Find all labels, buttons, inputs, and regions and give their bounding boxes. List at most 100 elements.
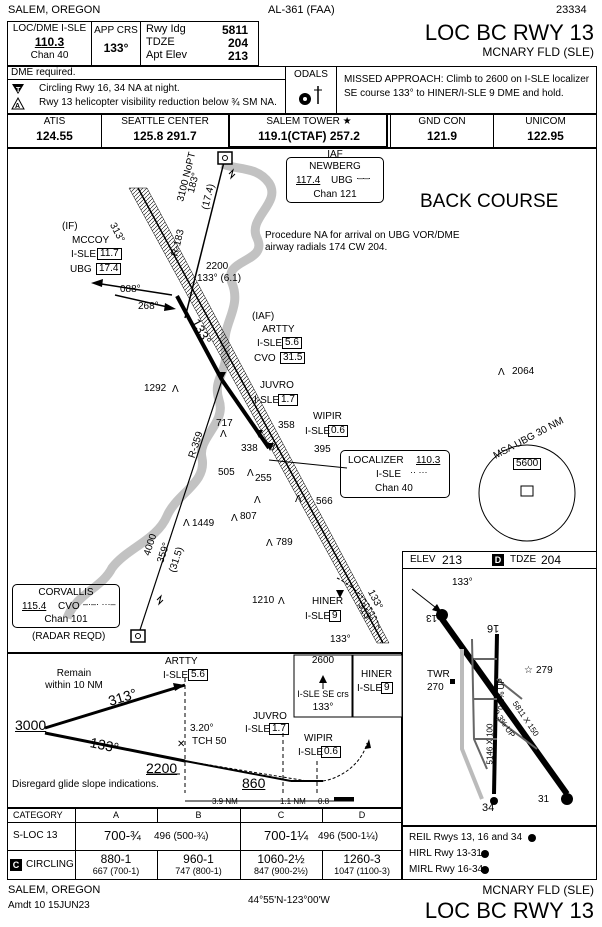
- loc-course-line: [137, 187, 384, 644]
- svg-text:Λ: Λ: [183, 518, 190, 529]
- note-1: Circling Rwy 16, 34 NA at night.: [39, 83, 180, 94]
- wipir-name: WIPIR: [313, 411, 342, 422]
- sketch-box-letter: D: [492, 554, 504, 566]
- wipir-isle-label: I-SLE: [305, 426, 331, 437]
- newberg-vortac-icon: [217, 151, 233, 165]
- corvallis-vortac-icon: [130, 629, 146, 643]
- min-sloc-ab: 700-¾: [104, 828, 141, 843]
- spot-807: 807: [240, 511, 257, 522]
- tdze-value: 204: [228, 36, 249, 50]
- svg-text:Λ: Λ: [247, 468, 254, 479]
- newberg-box: [286, 157, 384, 203]
- lighting-notes: [402, 826, 597, 880]
- plan-crs-088: 088°: [120, 284, 141, 295]
- sloc-cd-cell: [241, 823, 401, 850]
- plan-view-graphics: Λ Λ Λ Λ Λ Λ Λ Λ Λ Λ Λ: [62, 151, 576, 644]
- corvallis-freq: 115.4: [22, 601, 47, 612]
- missed-approach-text: MISSED APPROACH: Climb to 2600 on I-SLE …: [344, 74, 590, 99]
- tower-box: [228, 113, 388, 148]
- svg-text:Λ: Λ: [278, 596, 285, 607]
- localizer-freq: 110.3: [416, 455, 441, 466]
- comm-tower-label: SALEM TOWER ★: [266, 116, 352, 127]
- artty-tag: (IAF): [252, 311, 275, 322]
- min-circ-c-sub: 847 (900-2½): [253, 866, 309, 876]
- spot-717: 717: [216, 418, 233, 429]
- app-crs: 133°: [103, 41, 129, 55]
- apt-elev-label: Apt Elev: [146, 49, 187, 61]
- newberg-tag: IAF: [327, 149, 343, 160]
- sketch-elev: 213: [442, 553, 463, 567]
- svg-text:Λ: Λ: [266, 538, 273, 549]
- footer-city: SALEM, OREGON: [8, 884, 101, 896]
- mccoy-ubg-label: UBG: [70, 264, 92, 275]
- apt-elev: 213: [228, 49, 249, 63]
- juvro-isle-label: I-SLE: [254, 395, 280, 406]
- profile-graphics: ✕: [44, 654, 402, 802]
- comm-gnd-label: GND CON: [418, 116, 466, 127]
- rwy-ldg-label: Rwy Idg: [146, 23, 186, 35]
- loc-freq: 110.3: [34, 35, 65, 49]
- spot-358: 358: [278, 420, 295, 431]
- lighting-icons: [481, 834, 536, 874]
- mccoy-isle-dme: 11.7: [97, 248, 122, 260]
- plan-crs-268: 268°: [138, 301, 159, 312]
- svg-text:Λ: Λ: [172, 384, 179, 395]
- header-proc-number: 23334: [556, 4, 587, 16]
- comm-atis-value: 124.55: [36, 129, 73, 143]
- svg-text:Λ: Λ: [498, 367, 505, 378]
- min-header-category: CATEGORY: [13, 810, 63, 820]
- initial-segment: [175, 295, 224, 381]
- svg-text:Λ: Λ: [295, 494, 302, 505]
- runway-16-34: [492, 633, 499, 795]
- sketch-rwy-13: 13: [426, 612, 438, 623]
- corvallis-chan: Chan 101: [44, 614, 88, 625]
- header-airport: MCNARY FLD (SLE): [482, 45, 594, 59]
- mccoy-tag: (IF): [62, 221, 78, 232]
- footer-airport: MCNARY FLD (SLE): [482, 883, 594, 897]
- back-course-label: BACK COURSE: [420, 191, 559, 212]
- min-circ-d-sub: 1047 (1100-3): [334, 866, 390, 876]
- sketch-rwy-34: 34: [482, 802, 495, 814]
- profile-juvro-label: I-SLE: [245, 724, 271, 735]
- min-circ-a-sub: 667 (700-1): [92, 866, 140, 876]
- profile-miss-crs: 133°: [312, 702, 334, 713]
- artty-cvo-label: CVO: [254, 353, 276, 364]
- odals-icon: [299, 86, 322, 105]
- plan-alt-2200: 2200: [206, 261, 229, 272]
- profile-wipir-name: WIPIR: [304, 733, 333, 744]
- spot-1449: 1449: [192, 518, 215, 529]
- msa-alt: 5600: [513, 458, 542, 470]
- corvallis-note: (RADAR REQD): [32, 631, 106, 642]
- odals-label: ODALS: [294, 69, 328, 80]
- min-circ-b-sub: 747 (800-1): [175, 866, 222, 876]
- profile-hiner-label: I-SLE: [357, 683, 383, 694]
- localizer-feather: [128, 187, 390, 644]
- profile-mda: 860: [242, 775, 266, 791]
- profile-remain: Remain within 10 NM: [45, 668, 103, 691]
- wipir-isle-dme: 0.6: [328, 425, 348, 437]
- svg-text:☆: ☆: [524, 665, 533, 676]
- proc-na-note: Procedure NA for arrival on UBG VOR/DME …: [265, 230, 460, 253]
- spot-566: 566: [316, 496, 333, 507]
- mccoy-isle-label: I-SLE: [71, 249, 97, 260]
- min-sloc-ab-paren: 496 (500-¾): [154, 831, 209, 842]
- newberg-freq: 117.4: [296, 175, 321, 186]
- svg-text:A: A: [15, 103, 20, 110]
- note-symbols: T A: [11, 84, 25, 110]
- newberg-chan: Chan 121: [313, 189, 357, 200]
- plan-seg-2200: 133° (6.1): [197, 273, 242, 284]
- r359-line: [137, 379, 223, 637]
- min-header-c: C: [277, 810, 285, 820]
- min-sloc-cd: 700-1¼: [264, 828, 309, 843]
- dme-required: DME required.: [11, 67, 76, 78]
- min-circ-label: CIRCLING: [26, 859, 74, 870]
- spot-1292: 1292: [144, 383, 167, 394]
- juvro-name: JUVRO: [260, 380, 294, 391]
- airport-diagram: ☆: [411, 588, 573, 805]
- profile-dist3: 0.8: [318, 797, 330, 806]
- header-title: LOC BC RWY 13: [424, 20, 594, 45]
- newberg-morse: ·–·–·: [356, 173, 371, 183]
- profile-miss-text: I-SLE SE crs: [297, 689, 349, 699]
- note-reil: REIL Rwys 13, 16 and 34: [409, 832, 523, 843]
- profile-hiner-name: HINER: [361, 669, 393, 680]
